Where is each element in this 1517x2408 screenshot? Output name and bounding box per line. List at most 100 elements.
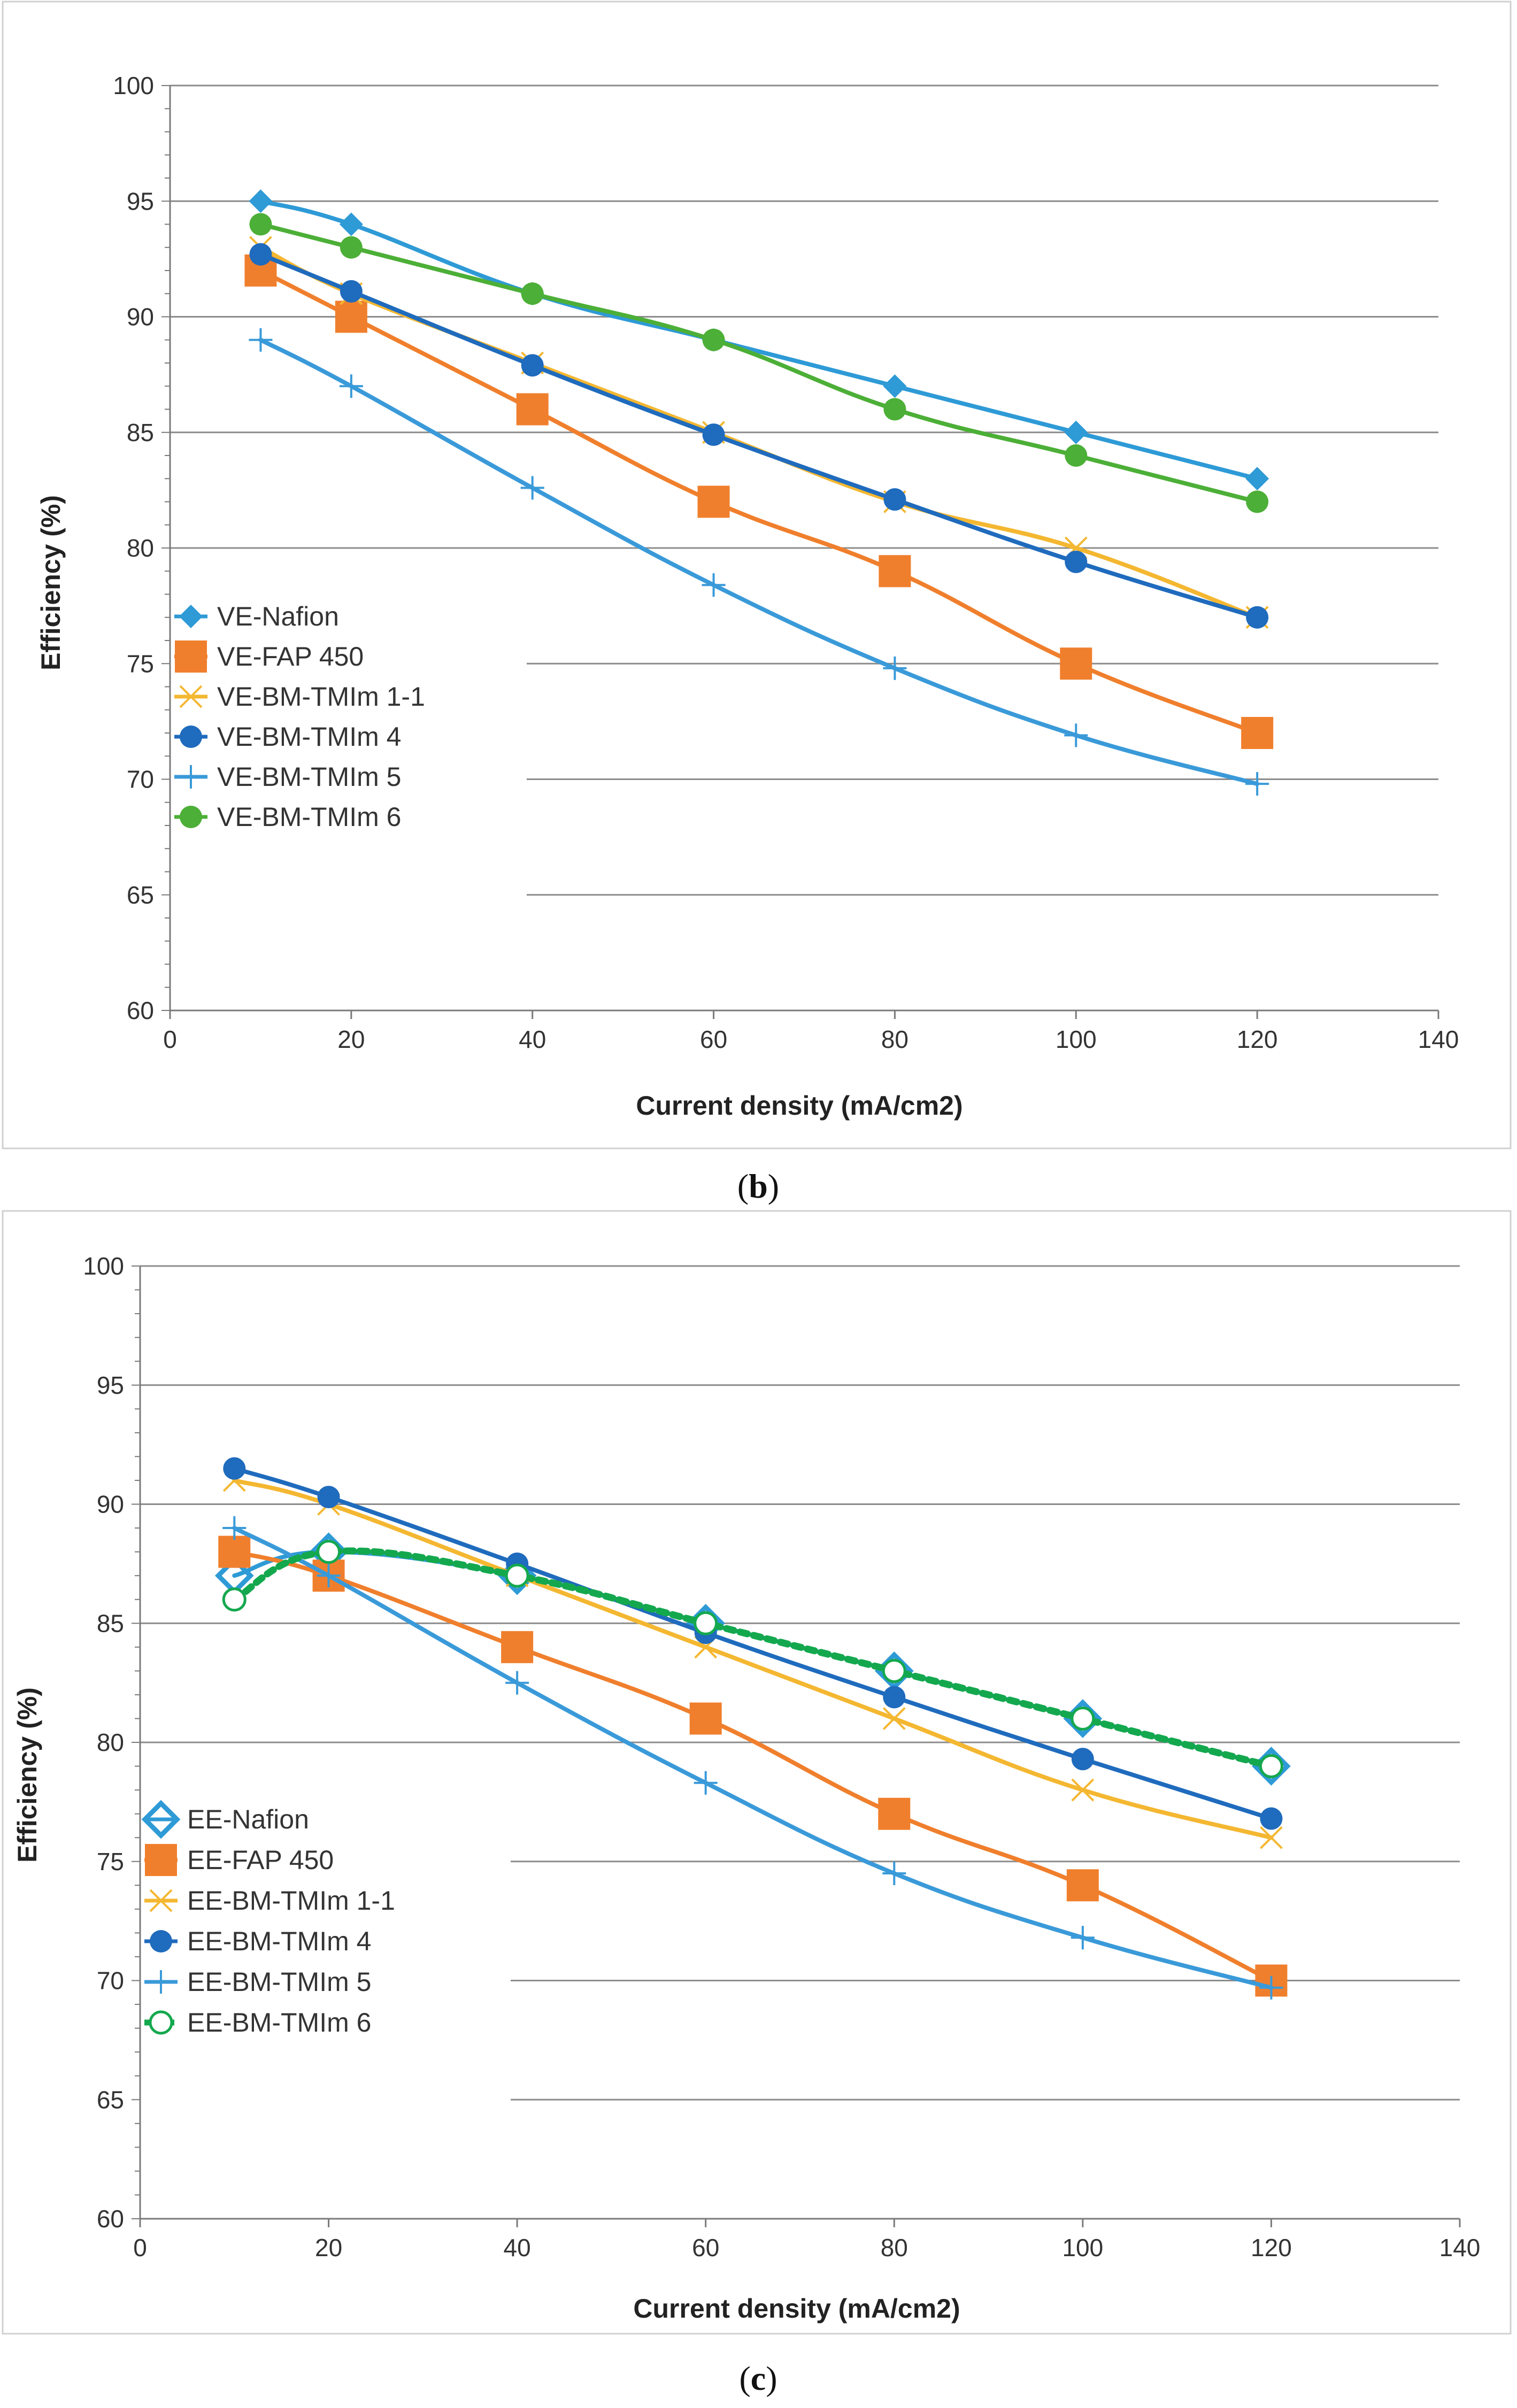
- x-tick-label: 60: [700, 1025, 727, 1053]
- legend-swatch-marker: [175, 640, 207, 673]
- x-tick-labels: 0 20 40 60 80 100 120 140: [133, 2234, 1480, 2262]
- y-tick-label: 80: [127, 534, 154, 562]
- data-point: [1064, 723, 1088, 747]
- chart-panel-b: 60 65 70 75 80 85 90 95 100 0 20 40 60 80 100 120 140 C…: [2, 1, 1512, 1149]
- legend-item: EE-BM-TMIm 4: [144, 1926, 371, 1956]
- data-point: [1245, 467, 1269, 491]
- x-tick-label: 100: [1062, 2234, 1103, 2262]
- chart-panel-c: 60 65 70 75 80 85 90 95 100 0 20 40 60 80 100 120 140 C…: [2, 1210, 1512, 2335]
- data-point: [1259, 1754, 1283, 1779]
- data-point: [883, 1686, 906, 1709]
- data-point: [317, 1486, 340, 1509]
- legend-label: EE-BM-TMIm 6: [187, 2008, 371, 2037]
- legend-swatch-marker: [179, 605, 203, 628]
- x-tick-label: 0: [163, 1025, 177, 1053]
- data-point: [249, 243, 272, 266]
- data-point: [882, 1658, 906, 1683]
- y-tick-label: 70: [127, 766, 154, 793]
- legend-label: EE-BM-TMIm 5: [187, 1967, 371, 1997]
- x-tick-label: 100: [1056, 1025, 1097, 1053]
- series-ve-bm-tmim-4: [249, 243, 1269, 629]
- data-point: [249, 213, 272, 236]
- caption-b: (b): [737, 1167, 779, 1205]
- data-point: [521, 354, 544, 377]
- y-tick-label: 100: [83, 1252, 124, 1280]
- data-point: [882, 1707, 906, 1730]
- data-point: [702, 573, 726, 597]
- legend-label: EE-FAP 450: [187, 1845, 334, 1875]
- legend-swatch-marker: [179, 765, 203, 789]
- data-point: [883, 374, 907, 398]
- caption-c-label: c: [751, 2359, 766, 2397]
- legend-item: EE-BM-TMIm 1-1: [144, 1886, 395, 1916]
- data-point: [1246, 606, 1269, 629]
- legend-item: VE-BM-TMIm 6: [174, 802, 401, 832]
- series-ee-bm-tmim-5: [222, 1516, 1283, 2000]
- data-point: [317, 1540, 341, 1564]
- x-tick-label: 40: [519, 1025, 546, 1053]
- data-point: [1246, 490, 1269, 513]
- y-tick-label: 70: [97, 1967, 124, 1995]
- legend-item: VE-FAP 450: [174, 640, 364, 673]
- x-axis-title: Current density (mA/cm2): [636, 1091, 962, 1121]
- legend-swatch-marker: [150, 1930, 172, 1952]
- x-tick-label: 0: [133, 2234, 147, 2262]
- data-point: [339, 212, 363, 236]
- data-point: [1065, 550, 1088, 573]
- x-tick-label: 80: [881, 2234, 908, 2262]
- y-tick-label: 60: [127, 997, 154, 1024]
- data-point: [339, 374, 363, 398]
- data-point: [249, 328, 273, 352]
- data-point: [883, 398, 906, 421]
- data-point: [521, 282, 544, 305]
- legend-label: VE-BM-TMIm 1-1: [217, 682, 425, 712]
- legend-swatch-marker: [149, 1970, 173, 1994]
- y-tick-label: 60: [97, 2205, 124, 2233]
- data-point: [218, 1535, 251, 1568]
- data-point: [1065, 444, 1088, 467]
- x-tick-label: 20: [315, 2234, 342, 2262]
- data-point: [516, 393, 549, 426]
- data-point: [1071, 1926, 1095, 1950]
- x-tick-label: 140: [1418, 1025, 1459, 1053]
- legend-item: VE-Nafion: [174, 601, 339, 631]
- data-point: [883, 656, 907, 680]
- series-ee-bm-tmim-4: [223, 1457, 1283, 1830]
- data-point: [1060, 647, 1092, 680]
- data-point: [222, 1516, 247, 1540]
- data-point: [702, 423, 725, 446]
- legend-item: VE-BM-TMIm 4: [174, 722, 401, 752]
- data-point: [694, 1771, 718, 1795]
- data-point: [501, 1631, 534, 1663]
- x-axis-title: Current density (mA/cm2): [633, 2294, 960, 2324]
- data-point: [702, 328, 725, 351]
- data-point: [1260, 1826, 1283, 1849]
- y-tick-label: 95: [127, 187, 154, 215]
- data-point: [1066, 1869, 1099, 1902]
- y-tick-label: 65: [97, 2086, 124, 2113]
- data-point: [505, 1563, 529, 1588]
- x-tick-label: 80: [881, 1025, 908, 1053]
- data-point: [520, 476, 544, 500]
- y-tick-label: 95: [97, 1371, 124, 1399]
- legend-label: VE-BM-TMIm 6: [217, 802, 401, 832]
- y-tick-label: 100: [113, 72, 154, 99]
- y-tick-label: 85: [127, 419, 154, 446]
- data-point: [1071, 1748, 1094, 1771]
- legend-item: EE-BM-TMIm 6: [144, 2008, 371, 2037]
- x-tick-label: 120: [1237, 1025, 1278, 1053]
- x-tick-label: 20: [337, 1025, 365, 1053]
- series-ve-fap-450: [244, 254, 1274, 749]
- legend-swatch-marker: [149, 2010, 173, 2035]
- axes: [132, 1265, 1461, 2227]
- legend-item: EE-FAP 450: [144, 1844, 334, 1876]
- caption-b-label: b: [749, 1167, 768, 1205]
- legend-item: EE-Nafion: [141, 1800, 309, 1839]
- data-point: [222, 1587, 247, 1612]
- y-axis-title: Efficiency (%): [36, 495, 66, 670]
- axes: [161, 85, 1439, 1019]
- x-tick-labels: 0 20 40 60 80 100 120 140: [163, 1025, 1459, 1053]
- data-point: [882, 1862, 906, 1886]
- data-point: [1064, 420, 1088, 444]
